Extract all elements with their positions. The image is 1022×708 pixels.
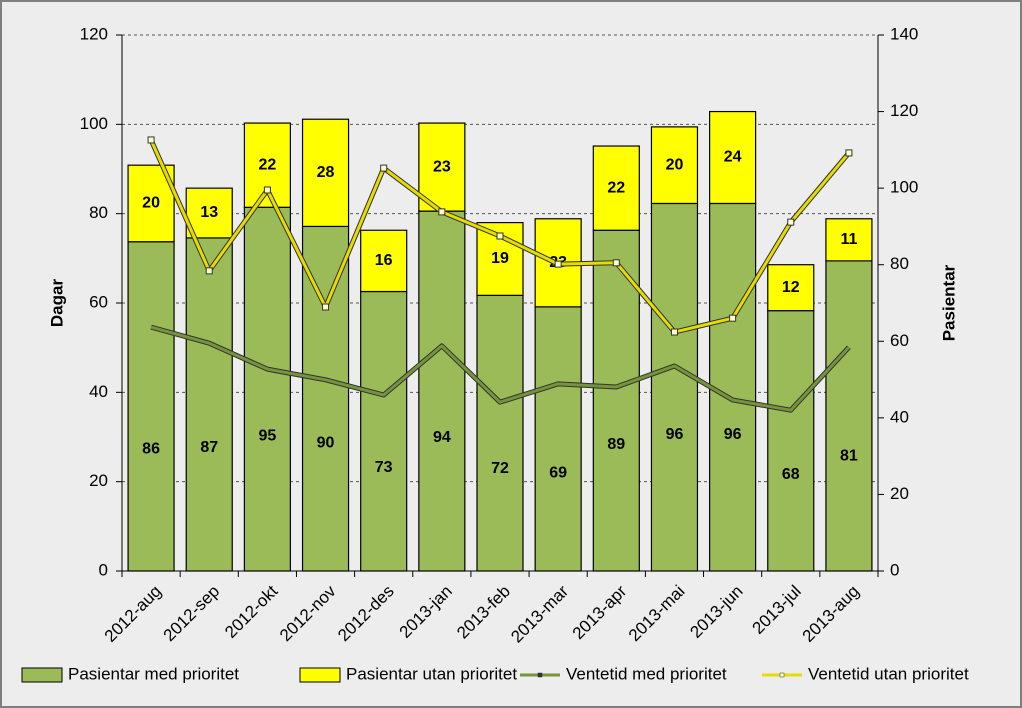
bar xyxy=(709,202,757,572)
bar xyxy=(650,126,699,205)
data-label: 89 xyxy=(607,436,625,453)
bar xyxy=(650,202,699,572)
bar xyxy=(825,260,873,572)
bar xyxy=(534,306,582,572)
data-label: 11 xyxy=(840,231,857,248)
y-tick-label: 80 xyxy=(89,203,108,222)
bar xyxy=(709,110,757,205)
line-marker xyxy=(380,164,388,172)
data-label: 24 xyxy=(724,149,742,166)
y2-axis-title: Pasientar xyxy=(939,264,958,341)
y-tick-label: 100 xyxy=(80,114,108,133)
data-label: 95 xyxy=(258,428,276,445)
y2-tick-label: 140 xyxy=(890,24,918,43)
y-tick-label: 60 xyxy=(89,292,108,311)
y2-tick-label: 100 xyxy=(890,178,918,197)
bar xyxy=(767,264,815,312)
legend-label: Ventetid utan prioritet xyxy=(808,664,969,683)
bar xyxy=(301,118,350,228)
data-label: 94 xyxy=(433,429,451,446)
legend-label: Ventetid med prioritet xyxy=(566,664,727,683)
y2-tick-label: 120 xyxy=(890,101,918,120)
y2-tick-label: 60 xyxy=(890,331,909,350)
data-label: 20 xyxy=(142,195,160,212)
line-marker xyxy=(322,303,330,311)
data-label: 96 xyxy=(666,426,684,443)
y-tick-label: 20 xyxy=(89,471,108,490)
legend-swatch xyxy=(21,667,63,683)
data-label: 73 xyxy=(375,459,393,476)
line-marker xyxy=(438,208,446,216)
bar xyxy=(825,218,873,262)
data-label: 20 xyxy=(666,156,684,173)
data-label: 19 xyxy=(491,250,509,267)
bar xyxy=(592,145,640,231)
data-label: 69 xyxy=(549,464,567,481)
y2-tick-label: 80 xyxy=(890,254,909,273)
y2-tick-label: 0 xyxy=(890,560,899,579)
legend-marker xyxy=(537,672,543,678)
data-label: 12 xyxy=(782,279,800,296)
bar xyxy=(360,229,408,293)
line-marker xyxy=(205,267,213,275)
data-label: 81 xyxy=(840,447,858,464)
y-axis-title: Dagar xyxy=(47,279,66,328)
line xyxy=(150,325,851,412)
line-marker xyxy=(263,186,271,194)
data-label: 86 xyxy=(142,440,160,457)
legend-marker xyxy=(779,672,785,678)
data-label: 68 xyxy=(782,466,800,483)
y2-tick-label: 40 xyxy=(890,407,909,426)
bar xyxy=(418,122,466,212)
legend-label: Pasientar utan prioritet xyxy=(346,664,517,683)
data-label: 22 xyxy=(258,156,276,173)
line-marker xyxy=(845,149,853,157)
bar xyxy=(185,237,233,572)
data-label: 96 xyxy=(724,426,742,443)
data-label: 28 xyxy=(317,164,335,181)
bar xyxy=(767,310,815,572)
bar xyxy=(185,187,233,239)
bar xyxy=(127,241,175,572)
y2-tick-label: 20 xyxy=(890,484,909,503)
data-label: 13 xyxy=(200,204,218,221)
data-label: 16 xyxy=(375,252,393,269)
legend-swatch xyxy=(299,667,341,683)
y-tick-label: 40 xyxy=(89,382,108,401)
data-label: 90 xyxy=(317,435,335,452)
bar xyxy=(301,225,350,572)
line-marker xyxy=(729,314,737,322)
bar xyxy=(418,210,466,572)
bar xyxy=(592,229,640,572)
data-label: 22 xyxy=(607,179,625,196)
line-marker xyxy=(147,136,155,144)
line-marker xyxy=(554,260,562,268)
data-label: 72 xyxy=(491,460,509,477)
y-tick-label: 120 xyxy=(80,24,108,43)
legend-label: Pasientar med prioritet xyxy=(68,664,239,683)
bar xyxy=(243,206,291,572)
y-tick-label: 0 xyxy=(99,560,108,579)
line-marker xyxy=(496,232,504,240)
line-marker xyxy=(670,328,678,336)
line-marker xyxy=(612,259,620,267)
data-label: 87 xyxy=(200,439,218,456)
data-label: 23 xyxy=(433,158,451,175)
bar xyxy=(476,294,524,572)
bar xyxy=(360,290,408,572)
line-marker xyxy=(787,218,795,226)
